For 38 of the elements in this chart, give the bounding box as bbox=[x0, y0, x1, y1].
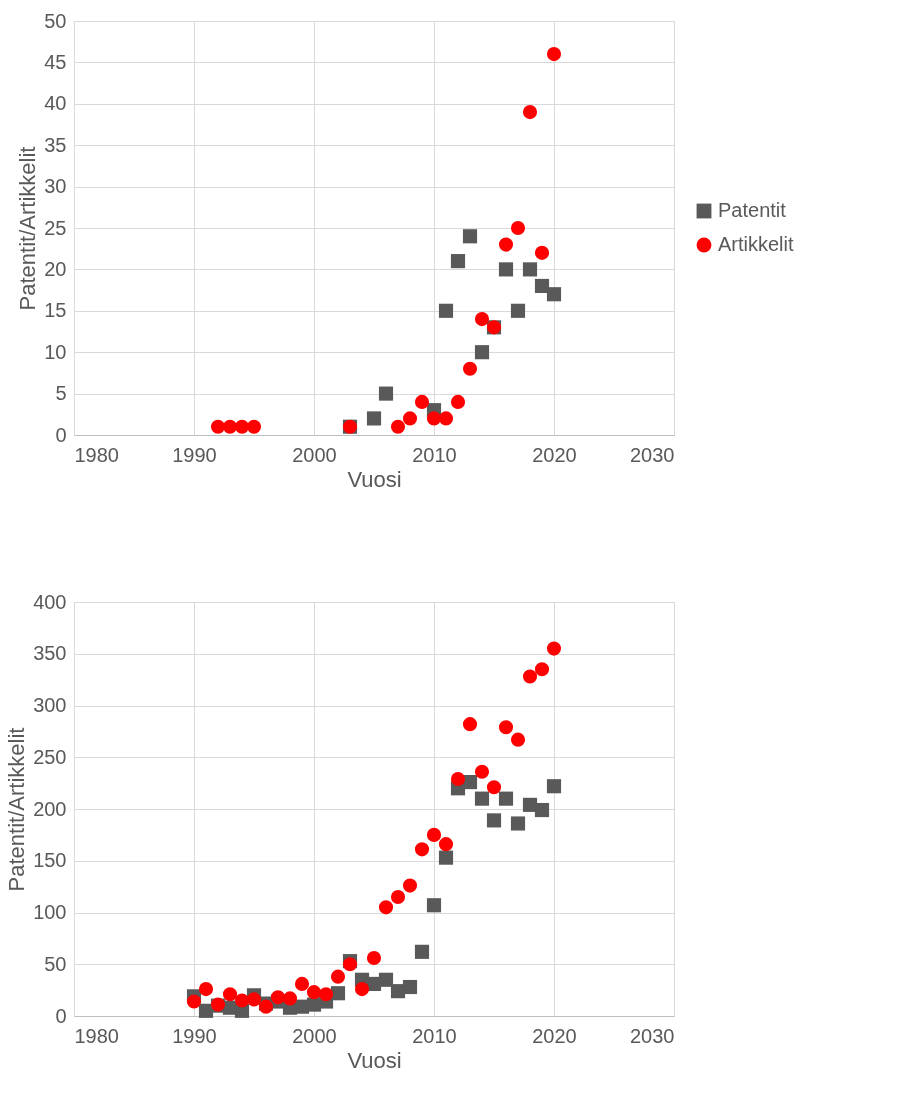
x-tick-label: 2000 bbox=[292, 1024, 337, 1047]
x-tick-label: 2020 bbox=[532, 443, 577, 466]
x-axis-title: Vuosi bbox=[347, 1047, 402, 1073]
y-tick-label: 20 bbox=[44, 257, 67, 280]
x-tick-label: 1990 bbox=[172, 1024, 217, 1047]
y-tick-label: 400 bbox=[33, 590, 67, 613]
y-tick-label: 40 bbox=[44, 92, 67, 115]
x-axis-title: Vuosi bbox=[347, 466, 402, 492]
y-tick-label: 35 bbox=[44, 133, 67, 156]
x-tick-label: 2010 bbox=[412, 1024, 457, 1047]
x-tick-label: 2030 bbox=[630, 1024, 675, 1047]
x-tick-label: 2010 bbox=[412, 443, 457, 466]
y-tick-label: 350 bbox=[33, 642, 67, 665]
x-tick-label: 1980 bbox=[74, 1024, 119, 1047]
y-tick-label: 10 bbox=[44, 340, 67, 363]
y-tick-label: 250 bbox=[33, 745, 67, 768]
x-tick-label: 2000 bbox=[292, 443, 337, 466]
y-tick-label: 30 bbox=[44, 175, 67, 198]
y-axis-title: Patentit/Artikkelit bbox=[4, 727, 30, 892]
y-tick-label: 150 bbox=[33, 849, 67, 872]
y-tick-label: 300 bbox=[33, 694, 67, 716]
y-tick-label: 0 bbox=[55, 1004, 67, 1027]
y-tick-label: 200 bbox=[33, 797, 67, 820]
y-tick-label: 0 bbox=[55, 423, 67, 446]
x-tick-label: 1990 bbox=[172, 443, 217, 466]
x-tick-label: 1980 bbox=[74, 443, 119, 466]
x-tick-label: 2020 bbox=[532, 1024, 577, 1047]
x-tick-label: 2030 bbox=[630, 443, 675, 466]
y-tick-label: 15 bbox=[44, 299, 67, 322]
y-tick-label: 50 bbox=[44, 952, 67, 975]
y-tick-label: 25 bbox=[44, 216, 67, 239]
legend-label: Artikkelit bbox=[718, 233, 795, 255]
y-tick-label: 5 bbox=[55, 382, 67, 405]
y-tick-label: 50 bbox=[44, 9, 67, 32]
y-tick-label: 45 bbox=[44, 50, 67, 73]
y-tick-label: 100 bbox=[33, 901, 67, 923]
y-axis-title: Patentit/Artikkelit bbox=[15, 146, 41, 311]
legend-label: Patentit bbox=[718, 199, 787, 221]
